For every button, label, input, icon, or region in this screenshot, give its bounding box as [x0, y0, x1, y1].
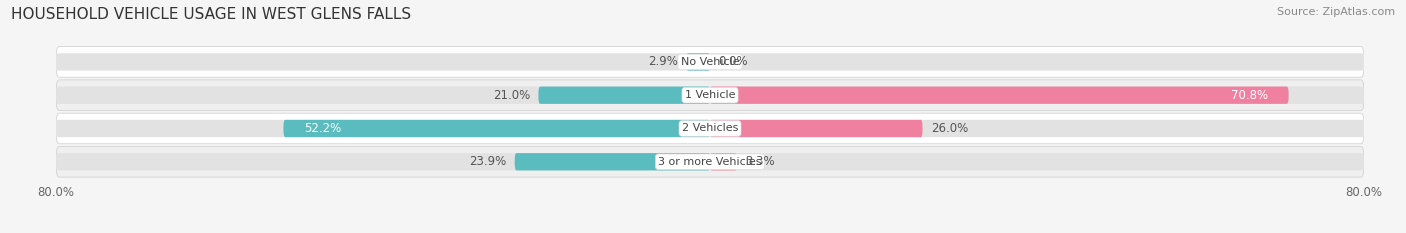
Text: HOUSEHOLD VEHICLE USAGE IN WEST GLENS FALLS: HOUSEHOLD VEHICLE USAGE IN WEST GLENS FA… — [11, 7, 412, 22]
Text: 2 Vehicles: 2 Vehicles — [682, 123, 738, 134]
Text: 26.0%: 26.0% — [931, 122, 967, 135]
FancyBboxPatch shape — [56, 113, 1364, 144]
Text: Source: ZipAtlas.com: Source: ZipAtlas.com — [1277, 7, 1395, 17]
FancyBboxPatch shape — [538, 86, 710, 104]
Text: 3 or more Vehicles: 3 or more Vehicles — [658, 157, 762, 167]
Text: No Vehicle: No Vehicle — [681, 57, 740, 67]
Text: 2.9%: 2.9% — [648, 55, 678, 69]
FancyBboxPatch shape — [56, 153, 1364, 170]
FancyBboxPatch shape — [284, 120, 710, 137]
FancyBboxPatch shape — [515, 153, 710, 170]
FancyBboxPatch shape — [56, 120, 1364, 137]
Text: 23.9%: 23.9% — [470, 155, 506, 168]
FancyBboxPatch shape — [710, 120, 922, 137]
Text: 52.2%: 52.2% — [304, 122, 342, 135]
Text: 70.8%: 70.8% — [1232, 89, 1268, 102]
FancyBboxPatch shape — [56, 47, 1364, 77]
Text: 0.0%: 0.0% — [718, 55, 748, 69]
Legend: Owner-occupied, Renter-occupied: Owner-occupied, Renter-occupied — [581, 230, 839, 233]
Text: 21.0%: 21.0% — [494, 89, 530, 102]
FancyBboxPatch shape — [56, 53, 1364, 71]
FancyBboxPatch shape — [710, 86, 1289, 104]
Text: 3.3%: 3.3% — [745, 155, 775, 168]
FancyBboxPatch shape — [686, 53, 710, 71]
Text: 1 Vehicle: 1 Vehicle — [685, 90, 735, 100]
FancyBboxPatch shape — [56, 86, 1364, 104]
FancyBboxPatch shape — [710, 153, 737, 170]
FancyBboxPatch shape — [56, 147, 1364, 177]
FancyBboxPatch shape — [56, 80, 1364, 110]
